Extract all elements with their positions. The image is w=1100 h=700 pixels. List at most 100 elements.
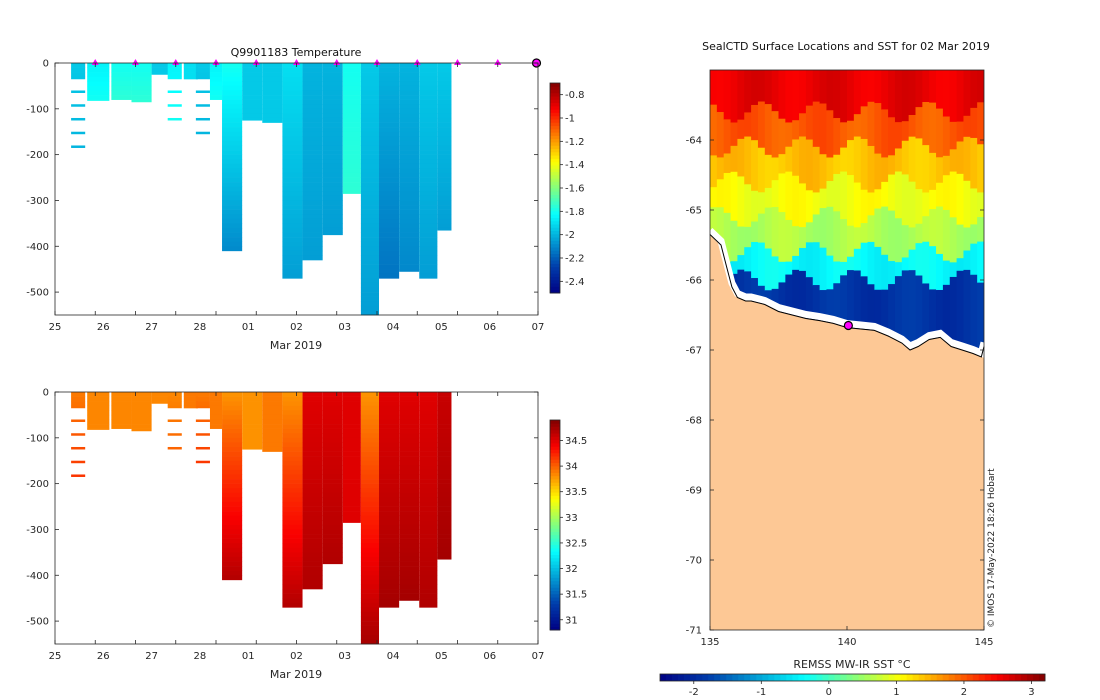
colorbar-tick-label: 32.5: [565, 538, 587, 549]
profile-cell: [342, 392, 361, 397]
profile-cell: [399, 506, 420, 512]
profile-cell: [322, 401, 343, 407]
profile-cell: [379, 191, 400, 197]
colorbar-swatch: [550, 590, 560, 595]
profile-cell: [322, 556, 343, 562]
sst-cell: [833, 261, 841, 284]
profile-cell: [302, 479, 323, 484]
colorbar-swatch: [550, 534, 560, 539]
profile-cell: [262, 63, 283, 68]
profile-cell: [111, 405, 132, 411]
profile-cell: [360, 584, 380, 590]
profile-cell: [419, 547, 438, 553]
profile-cell: [209, 90, 223, 96]
profile-cell: [282, 214, 303, 220]
profile-cell: [379, 177, 400, 183]
colorbar-swatch: [550, 270, 560, 274]
colorbar-tick-label: -0.8: [565, 90, 585, 101]
profile-cell: [360, 602, 380, 608]
profile-cell: [379, 223, 400, 229]
profile-cell: [302, 469, 323, 475]
map-y-ticks: -64-65-66-67-68-69-70-71: [686, 136, 984, 637]
profile-cell: [282, 273, 303, 279]
sst-colorbar-swatch: [810, 674, 817, 681]
sst-cell: [929, 152, 937, 191]
sst-colorbar-swatch: [912, 674, 920, 681]
profile-cell: [360, 392, 380, 397]
profile-cell: [282, 246, 303, 252]
profile-cell: [360, 433, 380, 439]
profile-cell: [399, 396, 420, 402]
profile-cell: [399, 410, 420, 416]
profile-cell: [262, 67, 283, 73]
profile-cell: [222, 524, 243, 530]
profile-cell: [302, 136, 323, 142]
profile-cell: [399, 269, 420, 272]
profile-cell: [209, 410, 223, 416]
profile-cell: [282, 81, 303, 87]
profile-cell: [342, 81, 361, 87]
sst-cell: [888, 261, 896, 285]
profile-cell: [282, 547, 303, 553]
profile-cell: [360, 182, 380, 188]
profile-cell: [282, 538, 303, 544]
profile-cell: [222, 159, 243, 165]
profile-cell: [399, 446, 420, 452]
profile-cell: [262, 437, 283, 443]
profile-cell: [379, 446, 400, 452]
profile-cell: [419, 76, 438, 82]
sst-cell: [929, 70, 937, 104]
sst-cell: [710, 207, 718, 250]
profile-cell: [302, 465, 323, 471]
profile-cell: [195, 401, 210, 407]
colorbar-tick-label: 32: [565, 564, 578, 575]
profile-cell: [437, 401, 452, 407]
colorbar-swatch: [550, 128, 560, 133]
profile-cell: [379, 501, 400, 507]
profile-cell: [360, 76, 380, 82]
sst-cell: [922, 241, 930, 284]
profile-cell: [302, 547, 323, 553]
sst-colorbar-swatch: [894, 674, 902, 681]
sst-cell: [949, 121, 958, 150]
sst-cell: [888, 174, 896, 212]
profile-cell: [360, 465, 380, 471]
profile-cell: [342, 150, 361, 155]
profile-cell: [419, 186, 438, 192]
profile-cell: [360, 195, 380, 201]
profile-cell: [282, 232, 303, 238]
profile-cell: [419, 136, 438, 142]
profile-cell: [262, 104, 283, 110]
profile-cell: [183, 63, 198, 68]
profile-cell: [437, 424, 452, 429]
sst-cell: [744, 226, 752, 248]
profile-cell: [379, 241, 400, 247]
profile-cell: [131, 67, 152, 73]
profile-cell: [437, 117, 452, 123]
profile-cell: [242, 442, 263, 448]
profile-cell: [282, 191, 303, 197]
profile-cell: [282, 501, 303, 507]
sst-colorbar-swatch: [858, 674, 865, 681]
profile-cell: [419, 584, 438, 590]
profile-cell: [222, 456, 243, 462]
profile-cell: [342, 456, 361, 462]
profile-cell: [437, 168, 452, 174]
profile-cell: [360, 269, 380, 275]
sst-colorbar-label: REMSS MW-IR SST °C: [793, 658, 911, 671]
profile-cell: [282, 159, 303, 165]
profile-cell: [437, 127, 452, 133]
profile-cell: [262, 424, 283, 429]
profile-15: [342, 392, 361, 523]
sst-cell: [929, 209, 937, 247]
sst-cell: [929, 289, 937, 357]
colorbar-swatch: [550, 83, 560, 87]
profile-cell: [437, 506, 452, 512]
sst-colorbar-swatch: [744, 674, 751, 681]
colorbar-frame: [549, 419, 561, 631]
map-y-tick-label: -70: [686, 556, 702, 567]
sst-cell: [867, 241, 875, 285]
profile-cell: [379, 566, 400, 571]
profile-cell: [222, 90, 243, 96]
profile-cell: [379, 209, 400, 215]
